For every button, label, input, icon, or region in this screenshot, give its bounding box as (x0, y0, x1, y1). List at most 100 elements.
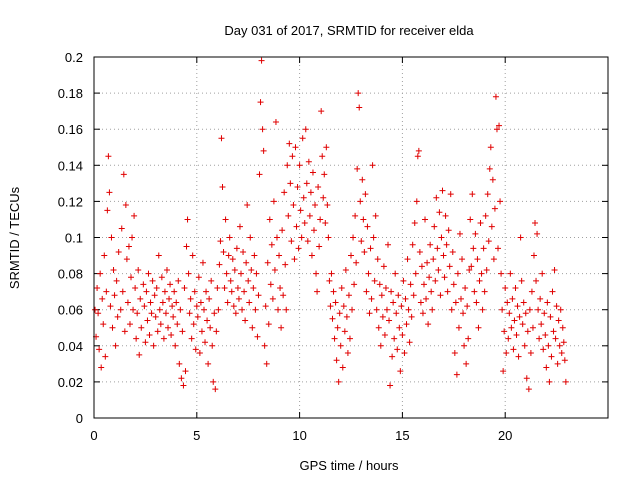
data-point (408, 313, 415, 320)
data-point (325, 234, 332, 241)
data-point (295, 245, 302, 252)
data-point (340, 303, 347, 310)
data-point (540, 346, 547, 353)
data-point (177, 306, 184, 313)
data-point (409, 241, 416, 248)
data-point (122, 202, 129, 209)
data-point (365, 270, 372, 277)
data-point (181, 285, 188, 292)
data-point (429, 306, 436, 313)
data-point (560, 339, 567, 346)
data-point (493, 126, 500, 133)
y-tick-label: 0.1 (65, 231, 83, 246)
data-point (317, 216, 324, 223)
data-point (183, 243, 190, 250)
data-point (316, 243, 323, 250)
data-point (381, 331, 388, 338)
data-point (470, 245, 477, 252)
data-point (529, 324, 536, 331)
data-point (251, 252, 258, 259)
data-point (152, 313, 159, 320)
data-point (191, 288, 198, 295)
data-point (376, 281, 383, 288)
data-point (414, 153, 421, 160)
data-point (359, 176, 366, 183)
data-point (115, 248, 122, 255)
data-point (94, 285, 101, 292)
data-point (292, 144, 299, 151)
data-point (254, 333, 261, 340)
y-tick-label: 0 (76, 411, 83, 426)
data-point (370, 234, 377, 241)
data-point (396, 324, 403, 331)
y-tick-label: 0.12 (58, 194, 83, 209)
data-point (516, 313, 523, 320)
data-point (356, 104, 363, 111)
data-point (542, 331, 549, 338)
data-point (548, 353, 555, 360)
data-point (489, 176, 496, 183)
data-point (499, 306, 506, 313)
data-point (324, 202, 331, 209)
data-point (354, 165, 361, 172)
data-point (303, 180, 310, 187)
data-point (475, 324, 482, 331)
data-point (411, 220, 418, 227)
data-point (480, 245, 487, 252)
data-point (330, 288, 337, 295)
data-point (271, 266, 278, 273)
data-point (259, 126, 266, 133)
data-point (221, 285, 228, 292)
data-point (226, 234, 233, 241)
data-point (220, 248, 227, 255)
data-point (279, 227, 286, 234)
data-point (536, 335, 543, 342)
data-point (176, 360, 183, 367)
data-point (543, 364, 550, 371)
data-point (218, 135, 225, 142)
data-point (386, 317, 393, 324)
data-point (402, 295, 409, 302)
data-point (246, 299, 253, 306)
data-point (336, 310, 343, 317)
data-point (247, 234, 254, 241)
data-point (224, 299, 231, 306)
data-point (482, 212, 489, 219)
data-point (528, 288, 535, 295)
data-point (332, 299, 339, 306)
data-point (558, 350, 565, 357)
data-point (426, 274, 433, 281)
data-point (326, 277, 333, 284)
data-point (549, 288, 556, 295)
data-point (280, 292, 287, 299)
data-point (307, 189, 314, 196)
data-point (401, 350, 408, 357)
data-point (178, 375, 185, 382)
data-point (485, 238, 492, 245)
data-point (138, 324, 145, 331)
data-point (249, 324, 256, 331)
data-point (427, 241, 434, 248)
data-point (355, 90, 362, 97)
data-point (162, 310, 169, 317)
data-point (491, 205, 498, 212)
data-point (144, 317, 151, 324)
data-point (418, 263, 425, 270)
data-point (372, 212, 379, 219)
data-point (364, 223, 371, 230)
data-point (505, 335, 512, 342)
data-point (437, 292, 444, 299)
data-point (519, 321, 526, 328)
data-point (137, 295, 144, 302)
data-point (335, 378, 342, 385)
data-point (273, 234, 280, 241)
data-point (498, 270, 505, 277)
data-point (96, 346, 103, 353)
data-point (244, 202, 251, 209)
data-point (235, 295, 242, 302)
data-point (327, 303, 334, 310)
data-point (449, 248, 456, 255)
data-point (202, 339, 209, 346)
data-point (320, 194, 327, 201)
